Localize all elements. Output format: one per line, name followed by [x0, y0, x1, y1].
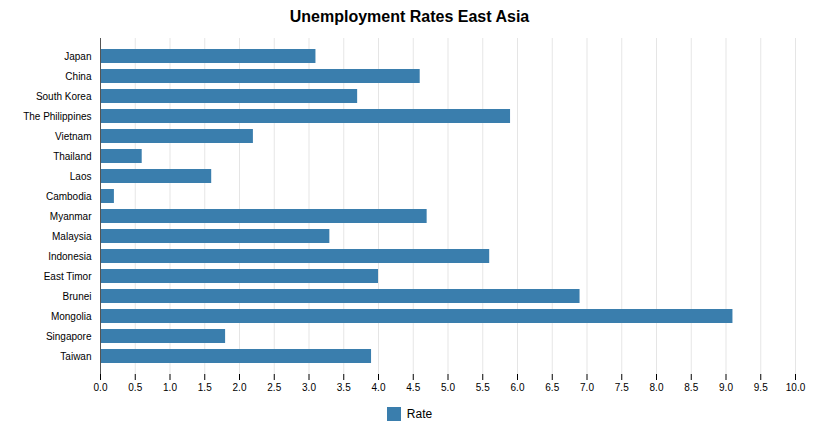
svg-text:9.5: 9.5	[754, 382, 768, 393]
svg-text:9.0: 9.0	[719, 382, 733, 393]
svg-text:3.0: 3.0	[302, 382, 316, 393]
svg-text:3.5: 3.5	[337, 382, 351, 393]
svg-text:China: China	[65, 71, 92, 82]
html-text:Unemployment Rates East Asia: Unemployment Rates East Asia	[289, 8, 530, 25]
svg-text:7.5: 7.5	[615, 382, 629, 393]
svg-text:Malaysia: Malaysia	[52, 231, 92, 242]
svg-text:0.0: 0.0	[94, 382, 108, 393]
svg-text:Indonesia: Indonesia	[48, 251, 92, 262]
svg-text:Laos: Laos	[70, 171, 92, 182]
svg-text:0.5: 0.5	[128, 382, 142, 393]
svg-text:1.0: 1.0	[163, 382, 177, 393]
svg-text:Thailand: Thailand	[53, 151, 91, 162]
svg-text:2.5: 2.5	[267, 382, 281, 393]
svg-text:1.5: 1.5	[198, 382, 212, 393]
svg-text:The Philippines: The Philippines	[23, 111, 91, 122]
svg-text:5.0: 5.0	[441, 382, 455, 393]
svg-text:6.0: 6.0	[511, 382, 525, 393]
svg-text:Vietnam: Vietnam	[55, 131, 92, 142]
svg-text:4.5: 4.5	[406, 382, 420, 393]
svg-text:Taiwan: Taiwan	[60, 351, 91, 362]
svg-text:Mongolia: Mongolia	[51, 311, 92, 322]
svg-text:7.0: 7.0	[580, 382, 594, 393]
svg-text:8.0: 8.0	[650, 382, 664, 393]
svg-text:2.0: 2.0	[233, 382, 247, 393]
svg-text:Singapore: Singapore	[46, 331, 92, 342]
svg-text:6.5: 6.5	[545, 382, 559, 393]
svg-text:8.5: 8.5	[684, 382, 698, 393]
svg-text:Brunei: Brunei	[63, 291, 92, 302]
html-text:Rate: Rate	[406, 407, 433, 421]
svg-text:Myanmar: Myanmar	[50, 211, 92, 222]
svg-text:Japan: Japan	[64, 51, 91, 62]
svg-text:Cambodia: Cambodia	[46, 191, 92, 202]
svg-text:East Timor: East Timor	[44, 271, 92, 282]
svg-text:4.0: 4.0	[372, 382, 386, 393]
svg-text:5.5: 5.5	[476, 382, 490, 393]
svg-text:10.0: 10.0	[786, 382, 806, 393]
svg-text:South Korea: South Korea	[36, 91, 92, 102]
